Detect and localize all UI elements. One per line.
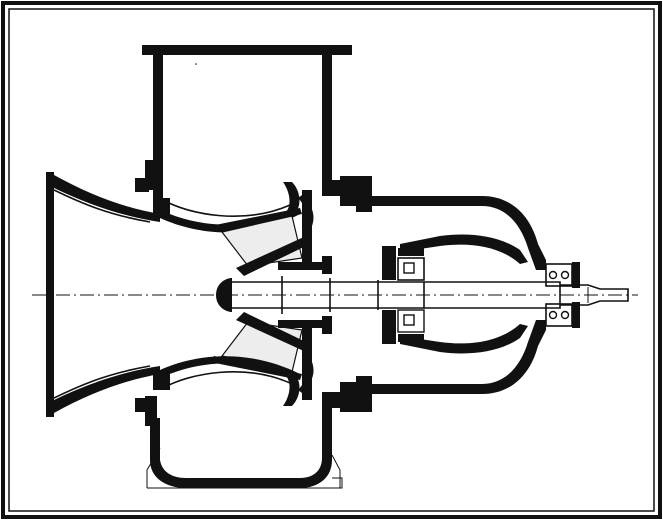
pump-shaft [232, 276, 629, 314]
discharge-pipe [142, 45, 352, 185]
suction-bell [46, 172, 160, 417]
impeller-nut [216, 278, 232, 312]
lower-volute [135, 356, 356, 489]
impeller [210, 208, 310, 380]
bearing-frame [356, 176, 546, 412]
bearing-inboard [397, 257, 425, 333]
casing-backplate [278, 190, 332, 400]
inner-border [8, 8, 655, 512]
ink-speck [195, 63, 197, 65]
bearing-outboard [545, 262, 580, 328]
